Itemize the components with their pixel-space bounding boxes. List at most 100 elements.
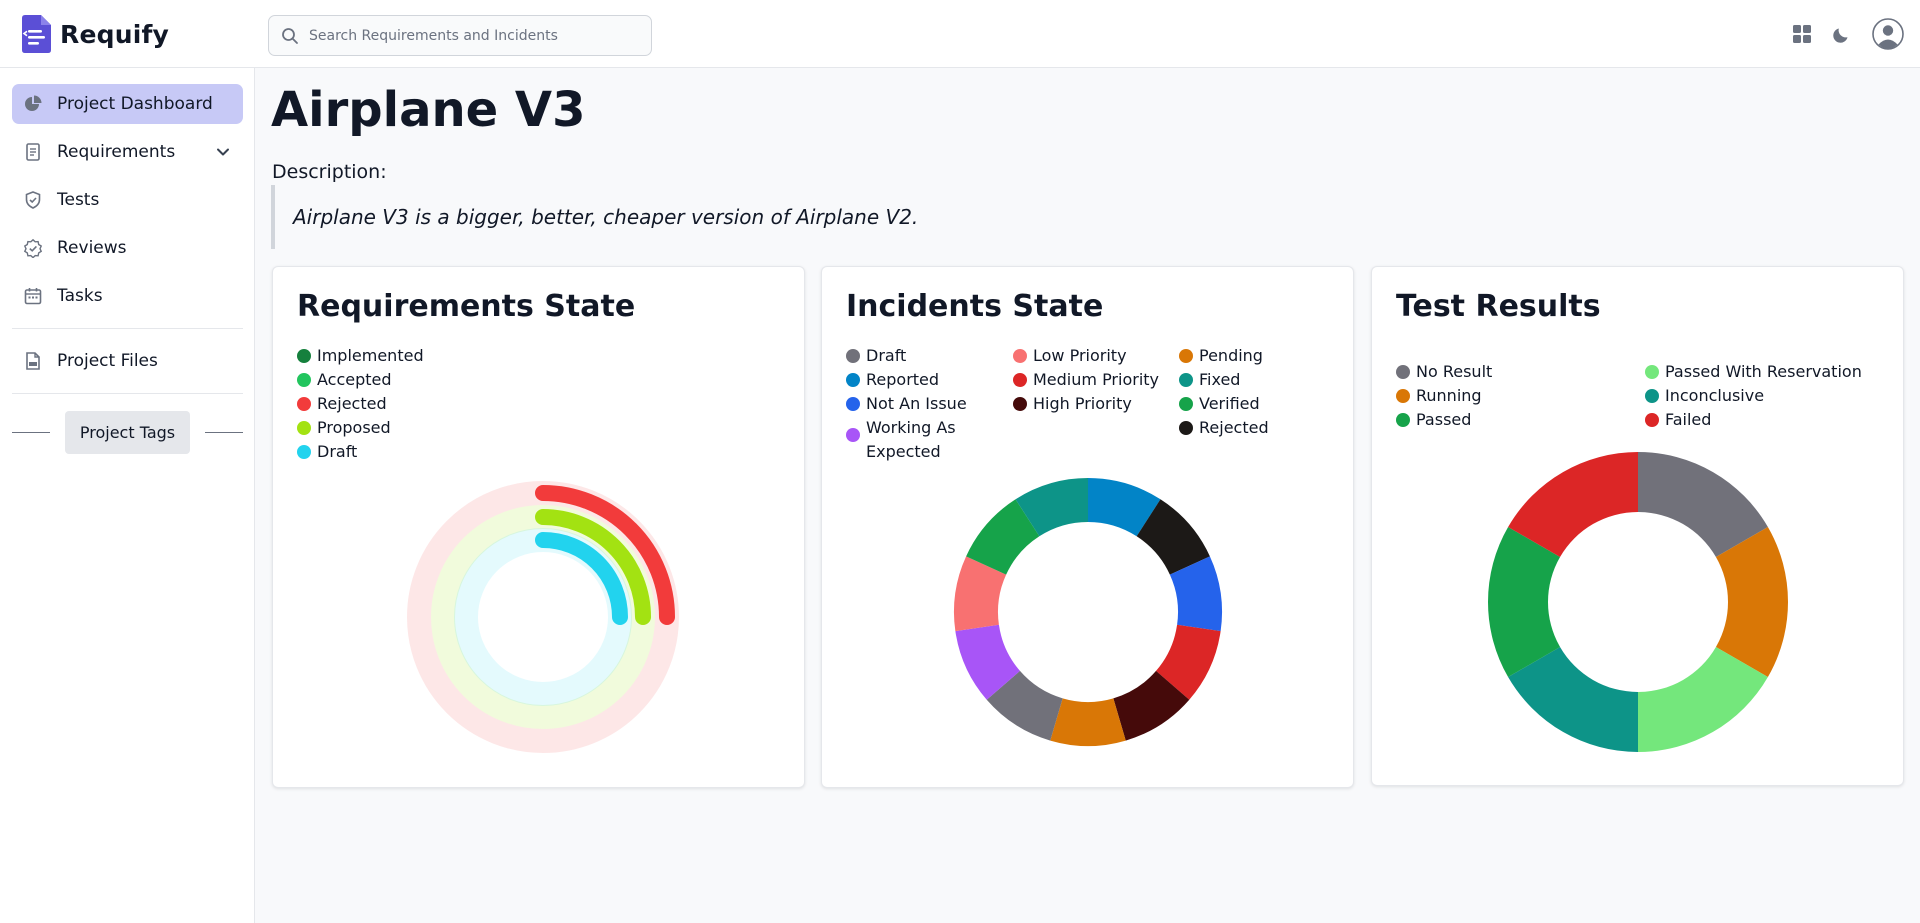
legend-item-accepted[interactable]: Accepted <box>297 368 392 392</box>
document-icon <box>22 141 44 163</box>
legend-item-medium-priority[interactable]: Medium Priority <box>1013 368 1159 392</box>
slice-reported[interactable] <box>1088 478 1161 537</box>
legend-label: Low Priority <box>1033 346 1127 365</box>
legend-dot <box>846 373 860 387</box>
slice-draft[interactable] <box>986 670 1063 741</box>
legend-label: Failed <box>1665 410 1712 429</box>
file-icon <box>22 350 44 372</box>
slice-low-priority[interactable] <box>954 556 1007 632</box>
legend-item-rejected[interactable]: Rejected <box>1179 416 1269 440</box>
user-avatar-button[interactable] <box>1870 16 1906 52</box>
moon-icon <box>1833 28 1848 43</box>
brand[interactable]: Requify <box>20 14 169 54</box>
legend-item-pending[interactable]: Pending <box>1179 344 1263 368</box>
incidents-donut-chart <box>954 478 1222 746</box>
slice-working-as-expected[interactable] <box>955 624 1020 700</box>
legend-item-running[interactable]: Running <box>1396 384 1482 408</box>
radial-bar-rejected[interactable] <box>535 485 675 625</box>
legend-item-draft[interactable]: Draft <box>297 440 357 464</box>
calendar-icon <box>22 285 44 307</box>
legend-label: Inconclusive <box>1665 386 1765 405</box>
app-name: Requify <box>60 19 170 49</box>
slice-verified[interactable] <box>966 499 1040 575</box>
legend-dot <box>297 397 311 411</box>
sidebar-item-label: Project Files <box>57 351 158 371</box>
legend-dot <box>1179 397 1193 411</box>
top-bar: Requify <box>0 0 1920 68</box>
project-tags-section: Project Tags <box>12 411 243 455</box>
legend-item-verified[interactable]: Verified <box>1179 392 1260 416</box>
search-input[interactable] <box>309 27 639 44</box>
slice-passed[interactable] <box>1488 527 1561 677</box>
project-tags-label: Project Tags <box>79 423 176 442</box>
legend-label: Rejected <box>1199 418 1269 437</box>
slice-failed[interactable] <box>1508 452 1638 557</box>
legend-item-passed-with-reservation[interactable]: Passed With Reservation <box>1645 360 1862 384</box>
legend-label: Rejected <box>317 394 387 413</box>
description-quote: Airplane V3 is a bigger, better, cheaper… <box>271 185 971 249</box>
legend-label: Implemented <box>317 346 424 365</box>
slice-passed-with-reservation[interactable] <box>1638 647 1768 752</box>
description-text: Airplane V3 is a bigger, better, cheaper… <box>293 205 919 229</box>
requirements-radial-chart <box>407 481 679 753</box>
test-results-card: Test Results No Result Running Passed Pa… <box>1371 266 1904 786</box>
grid-icon <box>1793 25 1811 43</box>
dark-mode-toggle[interactable] <box>1830 22 1854 46</box>
apps-grid-button[interactable] <box>1790 22 1814 46</box>
pie-chart-icon <box>22 93 44 115</box>
legend-item-implemented[interactable]: Implemented <box>297 344 424 368</box>
legend-item-high-priority[interactable]: High Priority <box>1013 392 1132 416</box>
sidebar-item-tasks[interactable]: Tasks <box>12 276 243 316</box>
legend-dot <box>1179 349 1193 363</box>
description-label: Description: <box>272 161 387 183</box>
sidebar-item-requirements[interactable]: Requirements <box>12 132 243 172</box>
card-title: Incidents State <box>846 289 1104 324</box>
slice-no-result[interactable] <box>1638 452 1768 557</box>
sidebar-item-project-dashboard[interactable]: Project Dashboard <box>12 84 243 124</box>
legend-dot <box>1645 413 1659 427</box>
legend-dot <box>297 349 311 363</box>
legend-item-working-as-expected[interactable]: Working As Expected <box>846 416 976 464</box>
slice-inconclusive[interactable] <box>1508 647 1638 752</box>
slice-pending[interactable] <box>1050 698 1126 746</box>
legend-dot <box>846 349 860 363</box>
slice-running[interactable] <box>1715 527 1788 677</box>
slice-fixed[interactable] <box>1015 478 1088 537</box>
legend-label: Draft <box>317 442 358 461</box>
radial-bar-draft[interactable] <box>535 532 628 625</box>
search-icon <box>282 27 298 44</box>
sidebar-divider <box>12 393 243 394</box>
sidebar-item-reviews[interactable]: Reviews <box>12 228 243 268</box>
sidebar-item-label: Tasks <box>57 286 103 306</box>
legend-item-passed[interactable]: Passed <box>1396 408 1471 432</box>
sidebar-item-project-files[interactable]: Project Files <box>12 341 243 381</box>
legend-dot <box>1396 389 1410 403</box>
search-box[interactable] <box>268 15 652 56</box>
legend-label: Verified <box>1199 394 1260 413</box>
card-title: Test Results <box>1396 289 1601 324</box>
legend-item-rejected[interactable]: Rejected <box>297 392 387 416</box>
legend-item-inconclusive[interactable]: Inconclusive <box>1645 384 1764 408</box>
project-tags-button[interactable]: Project Tags <box>65 411 190 454</box>
requirements-state-card: Requirements State Implemented Accepted … <box>272 266 805 788</box>
legend-item-no-result[interactable]: No Result <box>1396 360 1492 384</box>
radial-bar-proposed[interactable] <box>535 509 651 625</box>
legend-item-failed[interactable]: Failed <box>1645 408 1711 432</box>
legend-label: High Priority <box>1033 394 1132 413</box>
sidebar-item-label: Project Dashboard <box>57 94 213 114</box>
legend-item-proposed[interactable]: Proposed <box>297 416 391 440</box>
legend-item-reported[interactable]: Reported <box>846 368 939 392</box>
slice-medium-priority[interactable] <box>1156 624 1221 700</box>
legend-item-draft[interactable]: Draft <box>846 344 906 368</box>
legend-item-not-an-issue[interactable]: Not An Issue <box>846 392 967 416</box>
sidebar-item-tests[interactable]: Tests <box>12 180 243 220</box>
legend-item-fixed[interactable]: Fixed <box>1179 368 1240 392</box>
legend-item-low-priority[interactable]: Low Priority <box>1013 344 1127 368</box>
badge-check-icon <box>22 237 44 259</box>
slice-high-priority[interactable] <box>1113 670 1190 741</box>
chevron-down-icon[interactable] <box>213 142 233 162</box>
page-title: Airplane V3 <box>271 82 586 138</box>
slice-not-an-issue[interactable] <box>1169 556 1222 632</box>
incidents-state-card: Incidents State Draft Reported Not An Is… <box>821 266 1354 788</box>
slice-rejected[interactable] <box>1136 499 1210 575</box>
